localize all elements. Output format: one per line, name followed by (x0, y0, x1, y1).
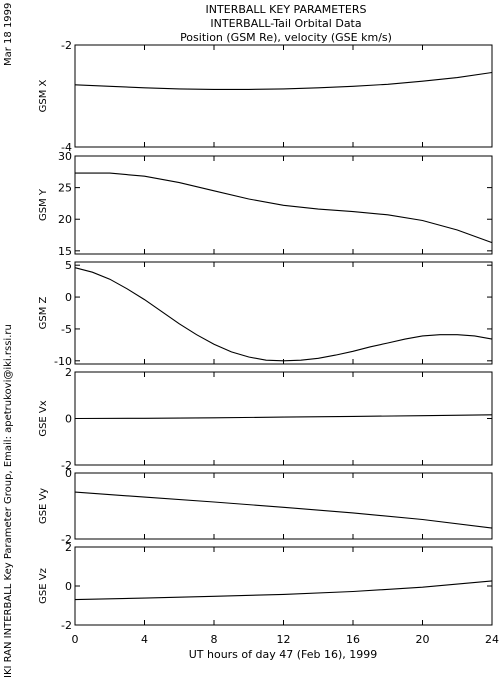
y-axis-label: GSM Z (38, 296, 49, 329)
side-credit-label: IKI RAN INTERBALL Key Parameter Group, E… (3, 324, 14, 678)
chart-title-2: INTERBALL-Tail Orbital Data (210, 17, 361, 30)
y-axis-label: GSE Vz (38, 568, 49, 604)
x-tick-label: 0 (72, 633, 79, 646)
series-line (74, 267, 493, 362)
y-axis-label: GSE Vy (38, 488, 49, 524)
chart-title-3: Position (GSM Re), velocity (GSE km/s) (180, 31, 392, 44)
y-tick-label: -4 (61, 141, 72, 154)
chart-title-1: INTERBALL KEY PARAMETERS (206, 3, 367, 16)
y-tick-label: 15 (58, 245, 72, 258)
y-tick-label: 0 (65, 413, 72, 426)
x-tick-label: 16 (346, 633, 360, 646)
x-tick-label: 8 (211, 633, 218, 646)
x-tick-label: 4 (141, 633, 148, 646)
y-tick-label: 30 (58, 150, 72, 163)
panel-frame (74, 472, 493, 540)
y-tick-label: 2 (65, 541, 72, 554)
panel-frame (74, 546, 493, 626)
y-axis-label: GSM X (38, 79, 49, 112)
y-tick-label: -10 (54, 355, 72, 368)
y-axis-label: GSM Y (38, 188, 49, 221)
y-tick-label: -5 (61, 323, 72, 336)
y-tick-label: 25 (58, 182, 72, 195)
y-tick-label: -2 (61, 619, 72, 632)
y-axis-label: GSE Vx (38, 400, 49, 436)
series-line (74, 71, 493, 90)
x-axis-label: UT hours of day 47 (Feb 16), 1999 (189, 648, 378, 661)
y-tick-label: 20 (58, 213, 72, 226)
side-date-label: Mar 18 1999 (3, 3, 14, 66)
y-tick-label: 5 (65, 259, 72, 272)
panel-frame (74, 261, 493, 365)
y-tick-label: 0 (65, 291, 72, 304)
x-tick-label: 12 (277, 633, 291, 646)
panel-frame (74, 44, 493, 148)
y-tick-label: -2 (61, 533, 72, 546)
series-line (74, 491, 493, 529)
x-tick-label: 20 (416, 633, 430, 646)
y-tick-label: 2 (65, 366, 72, 379)
series-line (74, 580, 493, 601)
y-tick-label: -2 (61, 39, 72, 52)
x-tick-label: 24 (485, 633, 499, 646)
y-tick-label: 0 (65, 580, 72, 593)
series-line (74, 414, 493, 420)
y-tick-label: -2 (61, 459, 72, 472)
series-line (75, 172, 493, 244)
y-tick-label: 0 (65, 467, 72, 480)
